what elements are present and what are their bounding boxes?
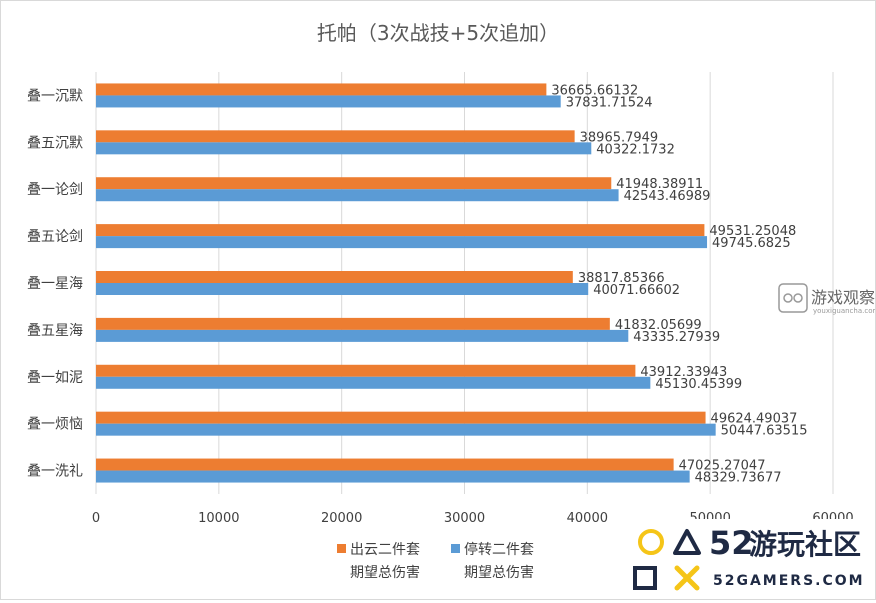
x-tick-label: 20000: [321, 511, 362, 526]
data-label-series-1: 49624.49037: [711, 412, 798, 427]
bar-series-1-叠一论剑: [96, 177, 612, 190]
bar-series-1-叠五论剑: [96, 224, 705, 237]
logo-square-icon: [633, 566, 657, 590]
legend-swatch-series-2: [451, 544, 460, 553]
52gamers-logo: 52 游玩社区 52GAMERS.COM: [625, 519, 875, 597]
legend-label-series-1-line-1: 出云二件套: [350, 542, 420, 558]
bar-series-1-叠一沉默: [96, 83, 547, 96]
bar-series-2-叠一洗礼: [96, 470, 690, 483]
data-label-series-1: 41832.05699: [615, 318, 702, 333]
category-label: 叠一沉默: [27, 88, 83, 104]
x-tick-label: 30000: [444, 511, 485, 526]
data-label-series-2: 42543.46989: [624, 189, 711, 204]
data-label-series-2: 40071.66602: [593, 283, 680, 298]
chart-title: 托帕（3次战技+5次追加）: [317, 21, 559, 45]
data-label-series-1: 38817.85366: [578, 271, 665, 286]
data-label-series-1: 41948.38911: [616, 177, 703, 192]
data-label-series-2: 49745.6825: [712, 236, 791, 251]
youxiguancha-watermark: 游戏观察 youxiguancha.com: [778, 283, 876, 315]
bar-series-1-叠一洗礼: [96, 458, 674, 471]
bar-series-1-叠五星海: [96, 317, 610, 330]
category-label: 叠五星海: [27, 323, 83, 339]
data-label-series-1: 43912.33943: [640, 365, 727, 380]
data-label-series-2: 48329.73677: [695, 471, 782, 486]
logo-chinese-text: 游玩社区: [749, 528, 861, 561]
data-label-series-2: 45130.45399: [655, 377, 742, 392]
bar-series-2-叠一烦恼: [96, 423, 716, 436]
logo-english-text: 52GAMERS.COM: [713, 573, 865, 589]
bar-series-2-叠一星海: [96, 283, 589, 295]
category-label: 叠一洗礼: [27, 464, 83, 480]
legend: 出云二件套 期望总伤害 停转二件套 期望总伤害: [337, 541, 534, 581]
legend-label-series-1-line-2: 期望总伤害: [350, 565, 420, 581]
category-label: 叠五论剑: [27, 229, 83, 245]
category-label: 叠一如泥: [27, 370, 83, 386]
x-tick-label: 10000: [198, 511, 239, 526]
bar-series-1-叠五沉默: [96, 130, 575, 143]
category-label: 叠一烦恼: [27, 417, 83, 433]
data-label-series-1: 36665.66132: [551, 83, 638, 98]
bar-series-1-叠一星海: [96, 271, 573, 283]
bar-series-1-叠一烦恼: [96, 411, 706, 424]
data-label-series-2: 40322.1732: [596, 142, 675, 157]
bars: [96, 83, 716, 483]
bar-series-2-叠五星海: [96, 329, 629, 342]
x-tick-label: 40000: [567, 511, 608, 526]
data-label-series-2: 50447.63515: [721, 424, 808, 439]
x-tick-label: 0: [92, 511, 100, 526]
bar-series-2-叠五论剑: [96, 236, 708, 249]
logo-triangle-icon: [673, 529, 701, 555]
data-label-series-1: 49531.25048: [709, 224, 796, 239]
data-label-series-2: 37831.71524: [566, 95, 653, 110]
category-label: 叠一论剑: [27, 182, 83, 198]
logo-cross-icon: [674, 565, 700, 591]
youxiguancha-url: youxiguancha.com: [813, 307, 875, 315]
youxiguancha-text: 游戏观察: [811, 288, 875, 307]
data-label-series-1: 38965.7949: [580, 130, 659, 145]
data-label-series-1: 47025.27047: [679, 459, 766, 474]
logo-circle-icon: [638, 529, 664, 555]
data-label-series-2: 43335.27939: [633, 330, 720, 345]
x-axis: 0 10000 20000 30000 40000 50000 60000: [92, 511, 854, 526]
legend-swatch-series-1: [337, 544, 346, 553]
legend-label-series-2-line-2: 期望总伤害: [464, 565, 534, 581]
bar-series-2-叠五沉默: [96, 142, 592, 155]
category-label: 叠五沉默: [27, 135, 83, 151]
legend-label-series-2-line-1: 停转二件套: [464, 541, 534, 558]
category-label: 叠一星海: [27, 276, 83, 292]
bar-series-2-叠一如泥: [96, 376, 651, 389]
bar-series-2-叠一论剑: [96, 189, 619, 202]
logo-number: 52: [709, 524, 754, 562]
youxiguancha-logo-icon: [778, 283, 808, 313]
bar-series-1-叠一如泥: [96, 364, 636, 377]
bar-series-2-叠一沉默: [96, 95, 561, 108]
